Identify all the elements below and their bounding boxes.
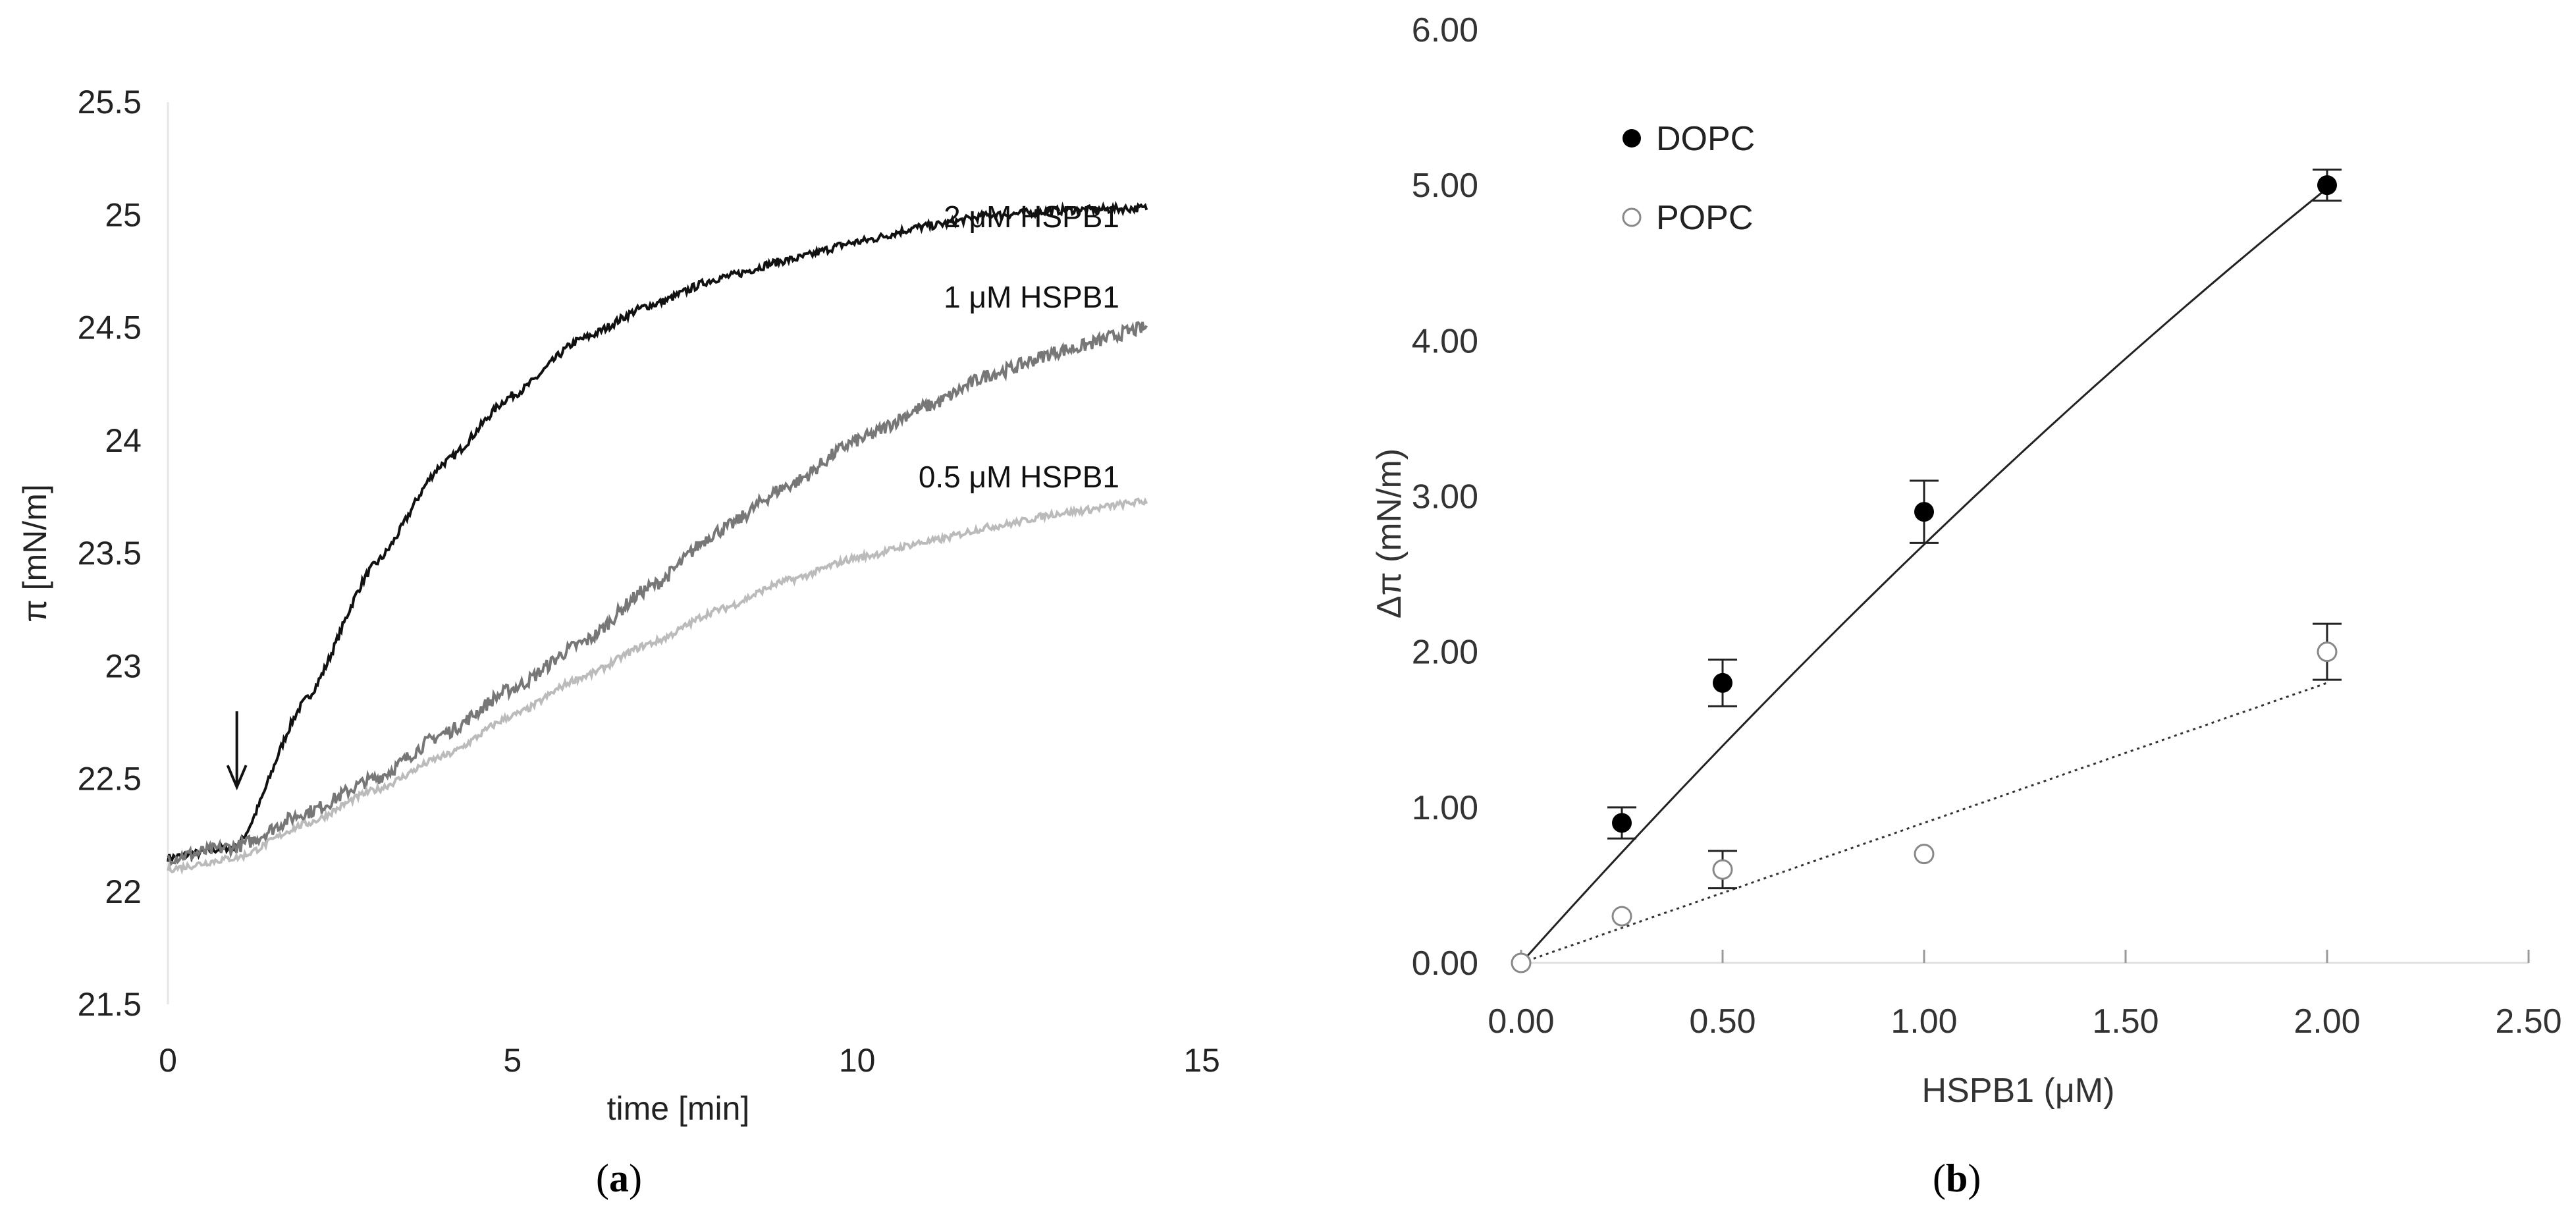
panel-b-x-tick-label: 0.00 [1488,1002,1554,1041]
panel-a-x-tick-label: 15 [1183,1042,1220,1079]
panel-a-y-tick-label: 24 [105,422,142,459]
panel-a-x-tick-label: 0 [159,1042,177,1079]
panel-b-y-axis-title: Δπ (mN/m) [1370,449,1409,618]
panel-a-caption: (a) [596,1157,642,1200]
panel-b-y-tick-label: 1.00 [1412,789,1478,827]
dopc-fit-line [1520,187,2328,964]
panel-a-series-label: 2 μM HSPB1 [944,200,1119,234]
panel-a-series-label: 1 μM HSPB1 [944,280,1119,314]
panel-a-y-tick-label: 21.5 [78,986,142,1023]
panel-a-chart: 21.5 22 22.5 23 23.5 24 24.5 25 25.5 0 5 10 15 2 μM… [16,84,1220,1127]
panel-a-y-tick-label: 23 [105,647,142,684]
panel-b-x-axis-title: HSPB1 (μM) [1922,1072,2115,1110]
popc-point [1914,844,1935,865]
popc-point [1611,906,1632,927]
dopc-point [2317,175,2337,196]
panel-a-series-label: 0.5 μM HSPB1 [919,460,1119,494]
legend-dopc-label: DOPC [1656,120,1755,158]
panel-a-y-axis-title: π [mN/m] [16,484,53,622]
panel-b-legend: DOPC POPC [1622,120,1755,237]
panel-a-y-tick-label: 23.5 [78,535,142,572]
panel-a-y-tick-label: 24.5 [78,310,142,346]
panel-b-y-tick-label: 6.00 [1412,11,1478,49]
injection-arrow-icon [226,711,248,791]
popc-point [1511,952,1532,973]
panel-b-y-tick-label: 3.00 [1412,478,1478,516]
panel-b-x-tick-label: 2.50 [2495,1002,2562,1041]
panel-b-x-tick-label: 0.50 [1689,1002,1756,1041]
panel-a-x-tick-label: 5 [503,1042,522,1079]
panel-b-caption: (b) [1933,1157,1981,1200]
legend-popc-marker [1622,207,1642,227]
panel-a-series-line [167,497,1148,875]
panel-b-x-tick-label: 1.00 [1891,1002,1957,1041]
panel-b-x-tick-label: 1.50 [2092,1002,2159,1041]
dopc-point [1713,672,1732,693]
panel-a-y-tick-label: 22.5 [78,761,142,798]
panel-a-x-tick-label: 10 [839,1042,876,1079]
panel-b-y-tick-label: 2.00 [1412,634,1478,672]
panel-b-y-tick-label: 4.00 [1412,322,1478,360]
panel-a-y-tick-label: 25 [105,196,142,233]
panel-a-y-tick-label: 25.5 [78,84,142,121]
panel-b-y-tick-label: 0.00 [1412,944,1478,983]
legend-dopc-marker [1623,129,1641,148]
panel-b-chart: 0.00 1.00 2.00 3.00 4.00 5.00 6.00 0.00 0.50 1.0… [1370,11,2562,1110]
panel-a-series-line [167,321,1148,867]
panel-a-y-tick-label: 22 [105,873,142,910]
popc-fit-line [1520,682,2328,964]
popc-point [2317,641,2338,663]
panel-a-series-line [167,200,1148,863]
panel-b-y-tick-label: 5.00 [1412,167,1478,205]
panel-b-x-tick-label: 2.00 [2294,1002,2360,1041]
popc-point [1712,859,1733,880]
panel-a-x-axis-title: time [min] [607,1090,750,1127]
dopc-point [1914,502,1934,522]
legend-popc-label: POPC [1656,199,1753,237]
dopc-point [1612,813,1632,833]
